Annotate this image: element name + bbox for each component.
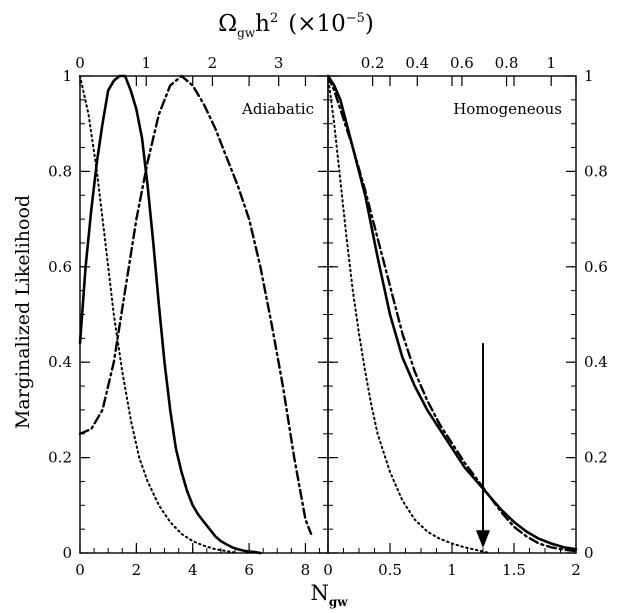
x-tick-label: 0.5 (378, 561, 402, 579)
series-line-solid (326, 74, 578, 551)
y-tick-label: 1 (62, 67, 72, 85)
top-tick-label: 3 (274, 54, 284, 72)
x-tick-label: 2 (571, 561, 581, 579)
series-line-dotted (327, 75, 491, 554)
top-title-factor-exp: −5 (346, 11, 365, 26)
top-tick-label: 0.4 (405, 54, 429, 72)
y-tick-label-right: 0.6 (584, 258, 608, 276)
panel-label: Homogeneous (453, 100, 562, 118)
bottom-title-n: N (310, 581, 328, 605)
x-tick-label: 1 (447, 561, 457, 579)
panel-label: Adiabatic (241, 100, 314, 118)
top-axis-title: Ωgwh2 (×10−5) (218, 11, 374, 40)
series-line-dashdot (78, 74, 313, 536)
top-title-exp: 2 (270, 11, 278, 26)
y-axis-title: Marginalized Likelihood (12, 195, 34, 429)
top-title-close: ) (365, 11, 374, 37)
top-tick-label: 0.2 (361, 54, 385, 72)
y-tick-label: 0.6 (48, 258, 72, 276)
top-tick-label: 0.8 (495, 54, 519, 72)
panel-homogeneous: 0 0.5 1 1.5 2 0.2 0.4 0.6 0.8 1 0 0.2 0.4 0.6 0.8 1 Homo… (323, 54, 608, 579)
bottom-axis-title: Ngw (310, 581, 348, 609)
top-title-omega: Ω (218, 11, 237, 37)
top-tick-label: 2 (208, 54, 218, 72)
bottom-title-sub: gw (329, 595, 348, 609)
plot-frame (327, 75, 577, 554)
y-tick-label-right: 0.4 (584, 353, 608, 371)
y-tick-label-right: 0.2 (584, 449, 608, 467)
series-line-dashdot (326, 74, 578, 553)
y-tick-label-right: 0 (584, 544, 594, 562)
y-tick-label-right: 0.8 (584, 162, 608, 180)
top-tick-label: 1 (546, 54, 556, 72)
x-tick-label: 0 (75, 561, 85, 579)
y-tick-label: 0.4 (48, 353, 72, 371)
x-tick-label: 4 (188, 561, 198, 579)
series-line-solid (78, 74, 262, 555)
top-tick-label: 0 (75, 54, 85, 72)
top-title-sub: gw (237, 26, 256, 40)
x-tick-label: 0 (323, 561, 333, 579)
top-title-h: h (255, 11, 270, 37)
x-tick-label: 8 (301, 561, 311, 579)
y-tick-label: 0 (62, 544, 72, 562)
limit-arrow-head (476, 530, 490, 549)
plot-frame (79, 75, 329, 554)
y-tick-label-right: 1 (584, 67, 594, 85)
series-line-dotted (79, 75, 239, 554)
top-tick-label: 1 (141, 54, 151, 72)
y-tick-label: 0.8 (48, 162, 72, 180)
x-tick-label: 2 (132, 561, 142, 579)
x-tick-label: 6 (244, 561, 254, 579)
x-tick-label: 1.5 (502, 561, 526, 579)
y-tick-label: 0.2 (48, 449, 72, 467)
top-tick-label: 0.6 (450, 54, 474, 72)
top-title-factor: (×10 (288, 11, 346, 37)
